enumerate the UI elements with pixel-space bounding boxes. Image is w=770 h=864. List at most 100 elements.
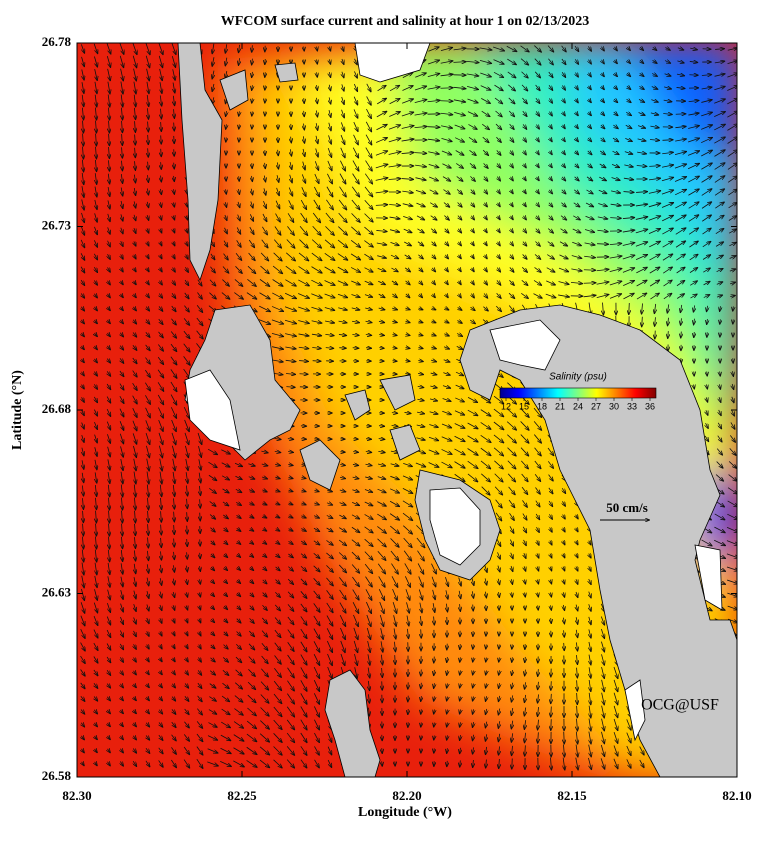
- current-arrow: [107, 359, 111, 364]
- current-arrow: [121, 497, 122, 511]
- current-arrow: [94, 253, 97, 260]
- current-arrow: [121, 458, 123, 471]
- current-arrow: [83, 510, 84, 523]
- current-arrow: [551, 681, 552, 690]
- current-arrow: [106, 629, 111, 638]
- current-arrow: [174, 551, 175, 560]
- current-arrow: [108, 562, 110, 575]
- current-arrow: [173, 565, 174, 572]
- current-arrow: [95, 536, 96, 550]
- current-arrow: [157, 382, 164, 391]
- current-arrow: [81, 709, 85, 715]
- current-arrow: [173, 485, 174, 497]
- current-arrow: [147, 268, 150, 272]
- current-arrow: [170, 369, 177, 378]
- current-arrow: [94, 736, 97, 740]
- colorbar-tick-label: 21: [555, 401, 565, 411]
- current-arrow: [133, 307, 136, 311]
- current-arrow: [134, 174, 135, 184]
- current-arrow: [108, 762, 111, 766]
- current-arrow: [121, 563, 123, 574]
- current-arrow: [160, 632, 162, 637]
- current-arrow: [95, 186, 97, 198]
- colorbar-tick-label: 30: [609, 401, 619, 411]
- current-arrow: [629, 302, 630, 315]
- current-arrow: [95, 173, 97, 185]
- current-arrow: [160, 671, 163, 675]
- current-arrow: [583, 283, 597, 284]
- current-arrow: [173, 202, 174, 207]
- current-arrow: [160, 268, 163, 273]
- current-arrow: [133, 658, 136, 663]
- current-arrow: [147, 484, 148, 498]
- current-arrow: [564, 731, 565, 745]
- current-arrow: [145, 432, 150, 445]
- current-arrow: [134, 484, 135, 498]
- credit: OCG@USF: [641, 697, 719, 714]
- current-arrow: [82, 397, 85, 402]
- current-arrow: [95, 434, 98, 444]
- colorbar-tick-label: 24: [573, 401, 583, 411]
- current-arrow: [147, 188, 148, 195]
- current-arrow: [160, 242, 162, 247]
- current-arrow: [107, 333, 110, 337]
- current-arrow: [157, 394, 164, 405]
- current-arrow: [160, 82, 162, 94]
- current-arrow: [134, 537, 135, 549]
- current-arrow: [109, 120, 110, 134]
- current-arrow: [170, 356, 177, 365]
- current-arrow: [81, 333, 84, 337]
- current-arrow: [120, 616, 123, 625]
- current-arrow: [147, 658, 150, 662]
- current-arrow: [148, 510, 149, 523]
- current-arrow: [81, 266, 85, 273]
- current-arrow: [159, 306, 163, 311]
- current-arrow: [460, 644, 461, 650]
- current-arrow: [174, 525, 175, 535]
- current-arrow: [82, 472, 84, 483]
- current-arrow: [120, 671, 123, 676]
- current-arrow: [94, 372, 97, 377]
- current-arrow: [171, 305, 177, 312]
- current-arrow: [80, 642, 86, 652]
- current-arrow: [147, 671, 150, 675]
- current-arrow: [170, 343, 177, 352]
- current-arrow: [145, 331, 150, 338]
- current-arrow: [106, 56, 110, 68]
- current-arrow: [171, 721, 177, 728]
- current-arrow: [157, 369, 164, 379]
- current-arrow: [82, 186, 84, 198]
- current-arrow: [108, 471, 110, 484]
- current-arrow: [82, 447, 84, 457]
- current-arrow: [108, 446, 111, 457]
- current-arrow: [120, 333, 123, 337]
- current-arrow: [82, 69, 84, 81]
- current-arrow: [161, 511, 162, 522]
- current-arrow: [173, 242, 175, 247]
- current-arrow: [134, 458, 136, 471]
- current-arrow: [106, 421, 110, 431]
- current-arrow: [133, 684, 136, 688]
- current-arrow: [94, 396, 97, 403]
- current-arrow: [134, 81, 136, 95]
- current-arrow: [434, 748, 435, 753]
- current-arrow: [159, 68, 163, 81]
- current-arrow: [96, 133, 97, 147]
- current-arrow: [134, 497, 135, 511]
- current-arrow: [108, 267, 111, 272]
- current-arrow: [147, 617, 149, 624]
- x-tick-label: 82.15: [557, 788, 587, 803]
- current-arrow: [134, 268, 137, 272]
- current-arrow: [83, 120, 84, 134]
- current-arrow: [94, 280, 97, 285]
- current-arrow: [146, 307, 150, 312]
- current-arrow: [173, 69, 176, 80]
- x-tick-label: 82.10: [722, 788, 751, 803]
- current-arrow: [145, 760, 150, 767]
- current-arrow: [81, 307, 84, 312]
- current-arrow: [694, 371, 695, 376]
- current-arrow: [107, 697, 110, 701]
- current-arrow: [108, 173, 109, 185]
- current-arrow: [173, 671, 176, 675]
- current-arrow: [82, 762, 85, 766]
